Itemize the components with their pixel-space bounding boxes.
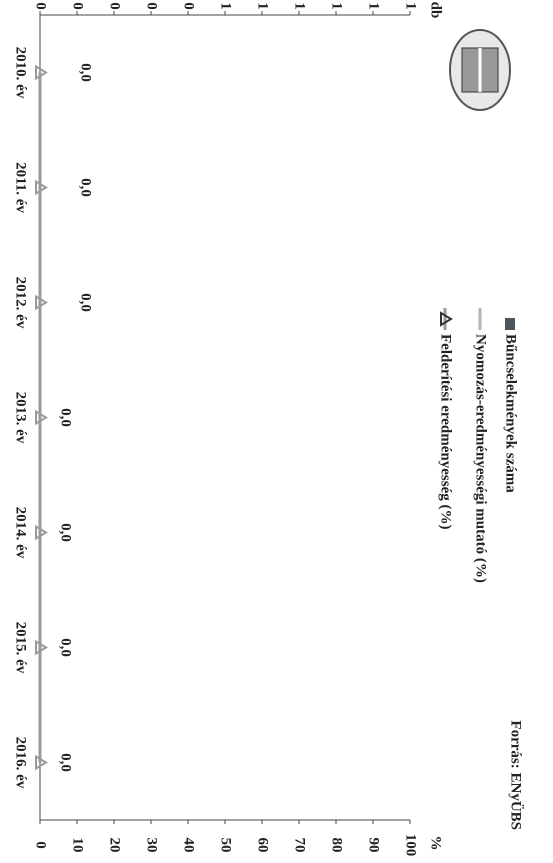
y2-tick-label: 50 (218, 838, 234, 853)
y2-tick-label: 40 (181, 838, 197, 853)
y-tick-label: 1 (329, 2, 345, 10)
legend-label: Bűncselekmények száma (503, 334, 519, 493)
data-label: 0,0 (58, 753, 74, 772)
data-label: 0,0 (78, 293, 94, 312)
marker (35, 639, 48, 656)
x-tick-label: 2016. év (13, 737, 29, 789)
data-label: 0,0 (58, 638, 74, 657)
legend-label: Nyomozás-eredményességi mutató (%) (473, 334, 489, 583)
y2-tick-label: 80 (329, 838, 345, 853)
y2-tick-label: 10 (70, 838, 86, 853)
marker (35, 754, 48, 771)
y2-axis-label: % (428, 836, 444, 851)
data-label: 0,0 (78, 178, 94, 197)
data-label: 0,0 (58, 408, 74, 427)
rotated-chart: db%0 0 0 0 0 1 1 1 1 1 10 10 20 30 40 50 60 70 80 90 1002010… (13, 2, 525, 857)
y-tick-label: 0 (144, 2, 160, 10)
marker (35, 524, 48, 541)
x-tick-label: 2012. év (13, 277, 29, 329)
marker (35, 64, 48, 81)
y-tick-label: 1 (255, 2, 271, 10)
legend-swatch (505, 318, 515, 330)
x-tick-label: 2010. év (13, 47, 29, 99)
y2-tick-label: 20 (107, 838, 123, 853)
y-tick-label: 1 (218, 2, 234, 10)
y-tick-label: 1 (292, 2, 308, 10)
legend-marker (440, 311, 453, 327)
y-axis-label: db (428, 2, 444, 19)
source: Forrás: ENyÜBS (508, 720, 525, 830)
y2-tick-label: 100 (403, 834, 419, 857)
y2-tick-label: 30 (144, 838, 160, 853)
y2-tick-label: 0 (33, 841, 49, 849)
legend-label: Felderítési eredményesség (%) (438, 334, 454, 530)
y-tick-label: 0 (181, 2, 197, 10)
marker (35, 409, 48, 426)
x-tick-label: 2014. év (13, 507, 29, 559)
y-tick-label: 1 (366, 2, 382, 10)
y2-tick-label: 70 (292, 838, 308, 853)
y2-tick-label: 60 (255, 838, 271, 853)
x-tick-label: 2011. év (13, 162, 29, 213)
y-tick-label: 1 (403, 2, 419, 10)
x-tick-label: 2015. év (13, 622, 29, 674)
data-label: 0,0 (58, 523, 74, 542)
emblem (449, 29, 511, 111)
y-tick-label: 0 (33, 2, 49, 10)
y2-tick-label: 90 (366, 838, 382, 853)
data-label: 0,0 (78, 63, 94, 82)
y-tick-label: 0 (107, 2, 123, 10)
marker (35, 179, 48, 196)
x-tick-label: 2013. év (13, 392, 29, 444)
y-tick-label: 0 (70, 2, 86, 10)
marker (35, 294, 48, 311)
